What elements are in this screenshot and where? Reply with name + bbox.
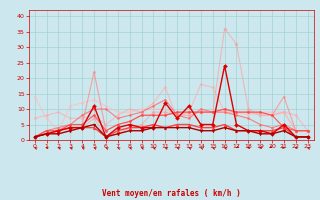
Text: Vent moyen/en rafales ( km/h ): Vent moyen/en rafales ( km/h ) [102, 189, 241, 198]
